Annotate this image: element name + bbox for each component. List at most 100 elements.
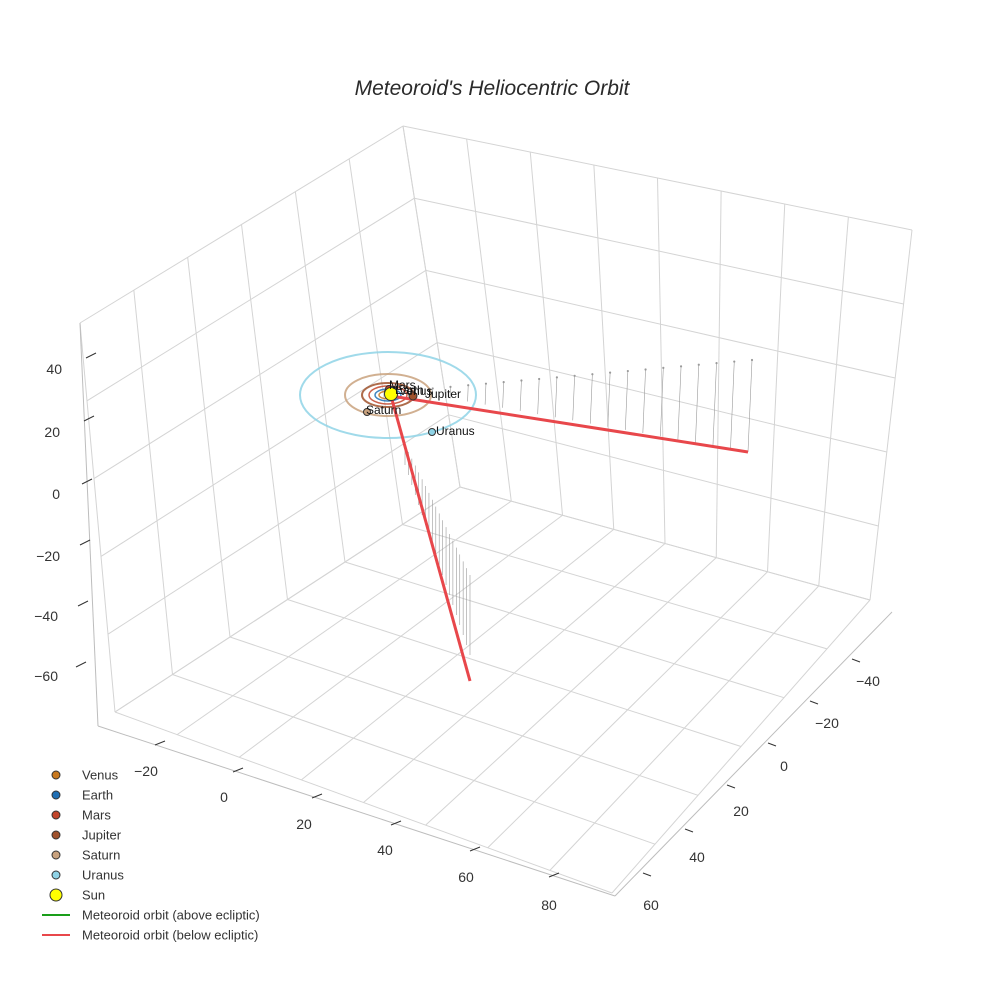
legend-label: Saturn <box>82 848 120 863</box>
x-axis-ticks: −20 0 20 40 60 80 <box>134 763 557 913</box>
drop-line <box>643 369 646 433</box>
legend-label: Mars <box>82 808 111 823</box>
drop-line <box>625 371 628 430</box>
legend-label: Venus <box>82 768 119 783</box>
grid-line <box>80 323 115 712</box>
legend-label: Earth <box>82 788 113 803</box>
legend-label: Sun <box>82 888 105 903</box>
legend-label: Meteoroid orbit (below ecliptic) <box>82 928 258 943</box>
drop-line <box>485 384 486 405</box>
z-tick-mark <box>78 601 88 606</box>
z-tick-label: −20 <box>36 548 60 564</box>
y-tick-label: −40 <box>856 673 880 689</box>
drop-line-dot <box>592 373 594 375</box>
x-tick-label: 40 <box>377 842 393 858</box>
legend-item[interactable]: Saturn <box>52 848 120 863</box>
grid-line <box>449 415 879 526</box>
grid-line <box>488 572 768 848</box>
grid-floor <box>115 487 870 893</box>
z-tick-mark <box>80 540 90 545</box>
grid-line <box>612 600 870 893</box>
legend-item[interactable]: Venus <box>52 768 119 783</box>
grid-line <box>530 152 562 515</box>
drop-line-dot <box>698 364 700 366</box>
x-tick-label: 80 <box>541 897 557 913</box>
drop-line <box>748 360 752 452</box>
y-tick-mark <box>727 785 735 788</box>
grid-line <box>658 178 666 544</box>
y-tick-mark <box>685 829 693 832</box>
drop-line <box>695 365 698 443</box>
axes-lines <box>76 323 892 896</box>
drop-line <box>573 376 575 421</box>
legend-label: Jupiter <box>82 828 122 843</box>
grid-line <box>115 487 460 712</box>
drop-line-dot <box>503 381 505 383</box>
drop-line-dot <box>680 366 682 368</box>
drop-line-dot <box>485 383 487 385</box>
legend-swatch-saturn <box>52 851 60 859</box>
legend-label: Meteoroid orbit (above ecliptic) <box>82 908 260 923</box>
grid-line <box>108 415 449 634</box>
y-tick-mark <box>768 743 776 746</box>
legend-item[interactable]: Sun <box>50 888 105 903</box>
drop-line <box>468 385 469 401</box>
x-tick-mark <box>233 768 243 772</box>
x-tick-label: 60 <box>458 869 474 885</box>
grid-line <box>301 529 613 780</box>
grid-line <box>594 165 614 529</box>
z-tick-label: −60 <box>34 668 58 684</box>
grid-line <box>177 501 511 735</box>
grid-line <box>870 230 912 600</box>
drop-line-dot <box>627 370 629 372</box>
y-tick-label: 40 <box>689 849 705 865</box>
legend-swatch-earth <box>52 791 60 799</box>
drop-line <box>503 382 504 408</box>
legend-swatch-jupiter <box>52 831 60 839</box>
legend-item[interactable]: Mars <box>52 808 111 823</box>
grid-line <box>188 257 230 637</box>
planet-label-jupiter: Jupiter <box>425 387 461 401</box>
x-tick-label: 0 <box>220 789 228 805</box>
legend-item[interactable]: Meteoroid orbit (below ecliptic) <box>42 928 258 943</box>
grid-line <box>87 198 414 401</box>
z-axis-line <box>80 323 98 726</box>
legend-item[interactable]: Earth <box>52 788 113 803</box>
grid-line <box>716 191 721 558</box>
x-tick-label: −20 <box>134 763 158 779</box>
y-tick-label: 0 <box>780 758 788 774</box>
drop-line-dot <box>751 359 753 361</box>
drop-line-dot <box>663 367 665 369</box>
y-tick-mark <box>643 873 651 876</box>
drop-line-dot <box>521 380 523 382</box>
drop-line <box>555 377 557 417</box>
drop-line <box>520 381 521 411</box>
drop-line-dot <box>609 372 611 374</box>
drop-line <box>590 374 592 423</box>
x-tick-mark <box>312 794 322 798</box>
legend-item[interactable]: Jupiter <box>52 828 122 843</box>
drop-line <box>538 379 539 414</box>
x-axis-line <box>98 726 615 896</box>
z-tick-label: 40 <box>46 361 62 377</box>
legend-swatch-mars <box>52 811 60 819</box>
grid-line <box>134 290 173 674</box>
meteoroid-orbit <box>391 396 748 681</box>
z-axis-ticks: 40 20 0 −20 −40 −60 <box>34 361 62 684</box>
drop-line-dot <box>467 384 469 386</box>
legend-swatch-sun <box>50 889 62 901</box>
z-tick-mark <box>76 662 86 667</box>
drop-line <box>713 363 717 446</box>
drop-line <box>678 366 681 439</box>
legend-item[interactable]: Uranus <box>52 868 124 883</box>
chart-title: Meteoroid's Heliocentric Orbit <box>355 77 631 100</box>
legend-item[interactable]: Meteoroid orbit (above ecliptic) <box>42 908 260 923</box>
z-tick-label: −40 <box>34 608 58 624</box>
grid-line <box>80 126 403 323</box>
y-tick-label: −20 <box>815 715 839 731</box>
y-tick-label: 20 <box>733 803 749 819</box>
grid-line <box>239 515 562 757</box>
drop-line-dot <box>556 377 558 379</box>
